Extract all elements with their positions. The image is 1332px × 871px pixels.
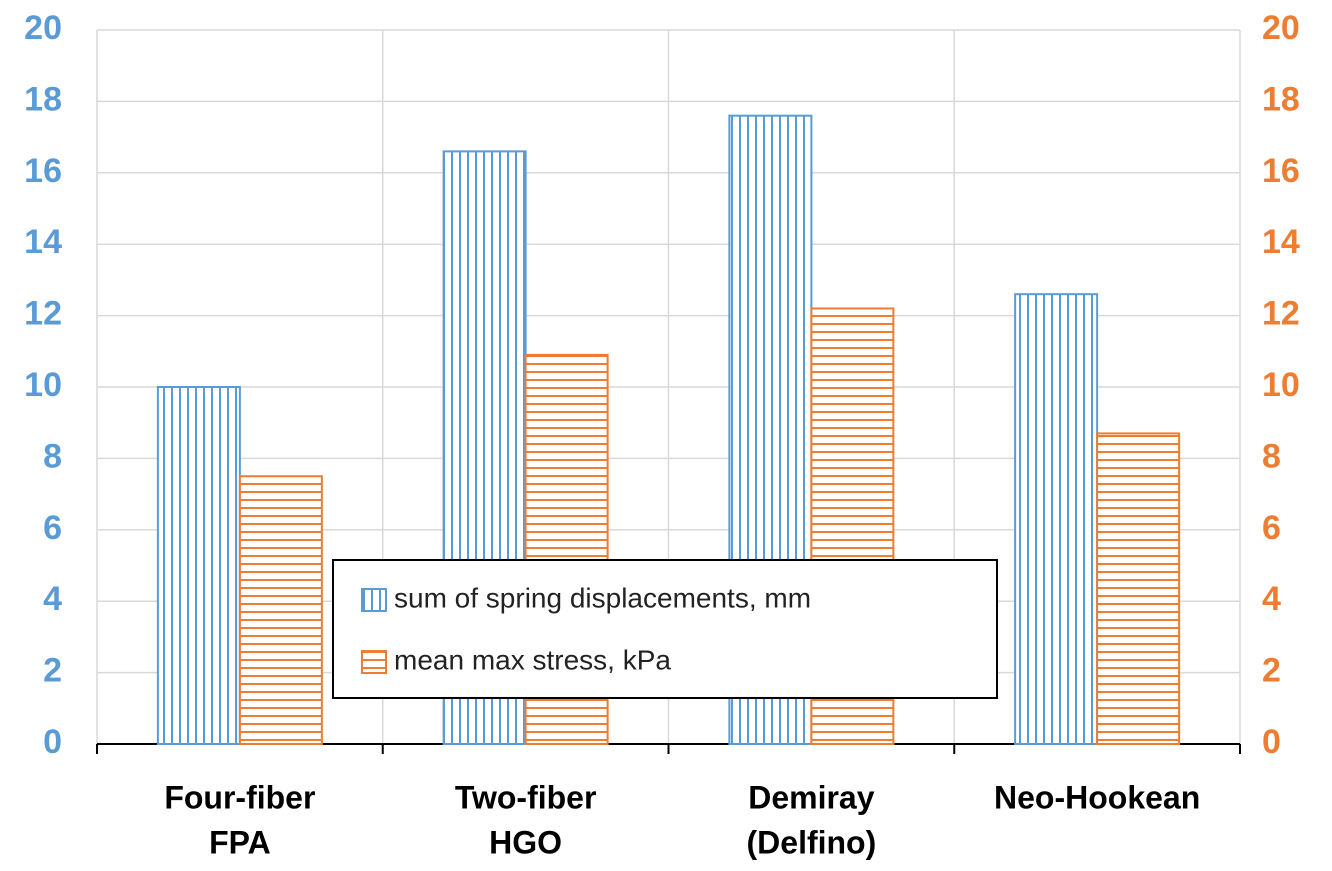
y-tick-label: 20 <box>24 9 62 47</box>
bar <box>1096 432 1181 745</box>
x-tick-label: Demiray <box>748 779 875 815</box>
y-tick-label: 16 <box>24 152 62 190</box>
x-tick-label: Four-fiber <box>164 779 315 815</box>
legend-label: sum of spring displacements, mm <box>394 582 811 613</box>
y-tick-label: 4 <box>43 580 62 618</box>
legend-box <box>332 559 998 699</box>
y2-tick-label: 16 <box>1262 152 1300 190</box>
y-tick-label: 12 <box>24 295 62 333</box>
y-tick-label: 0 <box>43 723 62 761</box>
x-tick-label: HGO <box>489 824 562 860</box>
y-tick-label: 2 <box>43 652 62 690</box>
bar <box>156 386 241 745</box>
legend-swatch <box>361 650 387 674</box>
y2-tick-label: 12 <box>1262 295 1300 333</box>
x-tick-label: Two-fiber <box>455 779 597 815</box>
y2-tick-label: 10 <box>1262 366 1300 404</box>
y2-tick-label: 2 <box>1262 652 1281 690</box>
y2-tick-label: 0 <box>1262 723 1281 761</box>
y-tick-label: 14 <box>24 223 62 261</box>
y-tick-label: 8 <box>43 437 62 475</box>
y2-tick-label: 6 <box>1262 509 1281 547</box>
y-tick-label: 6 <box>43 509 62 547</box>
y2-tick-label: 4 <box>1262 580 1281 618</box>
bar <box>238 475 323 745</box>
y-tick-label: 18 <box>24 80 62 118</box>
x-tick-label: (Delfino) <box>747 824 877 860</box>
y2-tick-label: 18 <box>1262 80 1300 118</box>
bar <box>1014 293 1099 745</box>
y2-tick-label: 20 <box>1262 9 1300 47</box>
x-tick-label: FPA <box>209 824 271 860</box>
legend-label: mean max stress, kPa <box>394 644 671 675</box>
x-tick-label: Neo-Hookean <box>994 779 1200 815</box>
legend-swatch <box>361 588 387 612</box>
y2-tick-label: 14 <box>1262 223 1300 261</box>
y2-tick-label: 8 <box>1262 437 1281 475</box>
y-tick-label: 10 <box>24 366 62 404</box>
